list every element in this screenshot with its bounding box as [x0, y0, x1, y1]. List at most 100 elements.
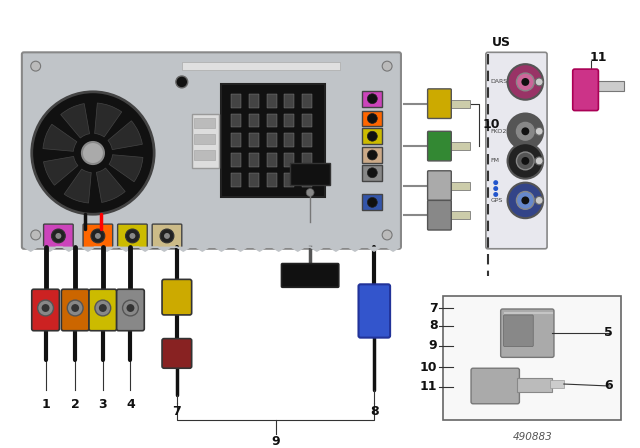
Bar [291, 163, 330, 185]
Circle shape [367, 198, 377, 207]
Circle shape [122, 300, 138, 316]
Wedge shape [64, 169, 92, 203]
Circle shape [306, 189, 314, 197]
Text: 7: 7 [172, 405, 181, 418]
Circle shape [433, 99, 444, 108]
Bar [182, 62, 340, 70]
Text: DARS: DARS [491, 79, 508, 84]
Circle shape [535, 197, 543, 204]
Circle shape [382, 230, 392, 240]
FancyBboxPatch shape [500, 309, 554, 358]
Circle shape [382, 61, 392, 71]
Text: 11: 11 [420, 380, 438, 393]
Bar [518, 378, 552, 392]
FancyBboxPatch shape [89, 289, 116, 331]
Bar [362, 147, 382, 163]
FancyBboxPatch shape [162, 280, 191, 315]
Circle shape [493, 192, 498, 197]
Circle shape [535, 127, 543, 135]
Bar [302, 113, 312, 127]
FancyBboxPatch shape [358, 284, 390, 338]
Bar [362, 91, 382, 107]
Text: 9: 9 [271, 435, 280, 448]
Text: FM: FM [491, 159, 500, 164]
Circle shape [535, 78, 543, 86]
Circle shape [522, 127, 529, 135]
FancyBboxPatch shape [152, 224, 182, 248]
FancyBboxPatch shape [486, 52, 547, 249]
Circle shape [508, 113, 543, 149]
Bar [302, 153, 312, 167]
Text: 1: 1 [41, 398, 50, 411]
Bar [362, 165, 382, 181]
Text: 8: 8 [370, 405, 379, 418]
Bar [284, 133, 294, 147]
Bar [302, 133, 312, 147]
Text: 3: 3 [99, 398, 107, 411]
Circle shape [535, 157, 543, 165]
Bar [451, 100, 470, 108]
FancyBboxPatch shape [32, 289, 60, 331]
Circle shape [508, 143, 543, 179]
FancyBboxPatch shape [504, 315, 533, 346]
Circle shape [56, 233, 61, 239]
Wedge shape [95, 103, 122, 137]
Bar [231, 113, 241, 127]
Circle shape [51, 229, 65, 243]
Bar [596, 81, 624, 91]
Bar [362, 128, 382, 144]
FancyBboxPatch shape [428, 171, 451, 200]
Text: 5: 5 [604, 326, 613, 339]
Text: 8: 8 [429, 319, 438, 332]
Bar [267, 94, 276, 108]
Bar [249, 153, 259, 167]
Text: 6: 6 [605, 379, 613, 392]
Bar [194, 134, 215, 144]
FancyBboxPatch shape [116, 289, 144, 331]
Circle shape [516, 122, 534, 140]
Wedge shape [109, 155, 143, 182]
Text: 10: 10 [483, 118, 500, 131]
FancyBboxPatch shape [83, 224, 113, 248]
Bar [284, 94, 294, 108]
FancyBboxPatch shape [428, 89, 451, 118]
Circle shape [493, 180, 498, 185]
Circle shape [127, 304, 134, 312]
Circle shape [160, 229, 174, 243]
Bar [362, 194, 382, 210]
Circle shape [516, 152, 534, 170]
Bar [451, 142, 470, 150]
Bar [451, 211, 470, 219]
Bar [362, 111, 382, 126]
Circle shape [67, 300, 83, 316]
Wedge shape [43, 124, 77, 151]
Text: 7: 7 [429, 302, 438, 314]
Circle shape [99, 304, 107, 312]
Circle shape [508, 183, 543, 218]
Circle shape [508, 64, 543, 100]
FancyBboxPatch shape [44, 224, 73, 248]
FancyBboxPatch shape [22, 52, 401, 249]
Bar [451, 181, 470, 190]
Bar [302, 173, 312, 186]
Text: FKO2: FKO2 [491, 129, 507, 134]
Circle shape [31, 230, 40, 240]
Bar [444, 296, 621, 420]
FancyBboxPatch shape [118, 224, 147, 248]
Circle shape [176, 76, 188, 88]
Circle shape [95, 233, 101, 239]
Bar [249, 133, 259, 147]
Circle shape [82, 142, 104, 164]
Bar [284, 153, 294, 167]
Bar [267, 113, 276, 127]
Circle shape [38, 300, 54, 316]
Circle shape [164, 233, 170, 239]
Wedge shape [108, 121, 142, 150]
Circle shape [522, 78, 529, 86]
Circle shape [367, 113, 377, 123]
Text: 490883: 490883 [513, 432, 552, 442]
Text: US: US [492, 36, 511, 49]
Circle shape [367, 94, 377, 103]
Circle shape [367, 168, 377, 178]
Circle shape [516, 73, 534, 91]
